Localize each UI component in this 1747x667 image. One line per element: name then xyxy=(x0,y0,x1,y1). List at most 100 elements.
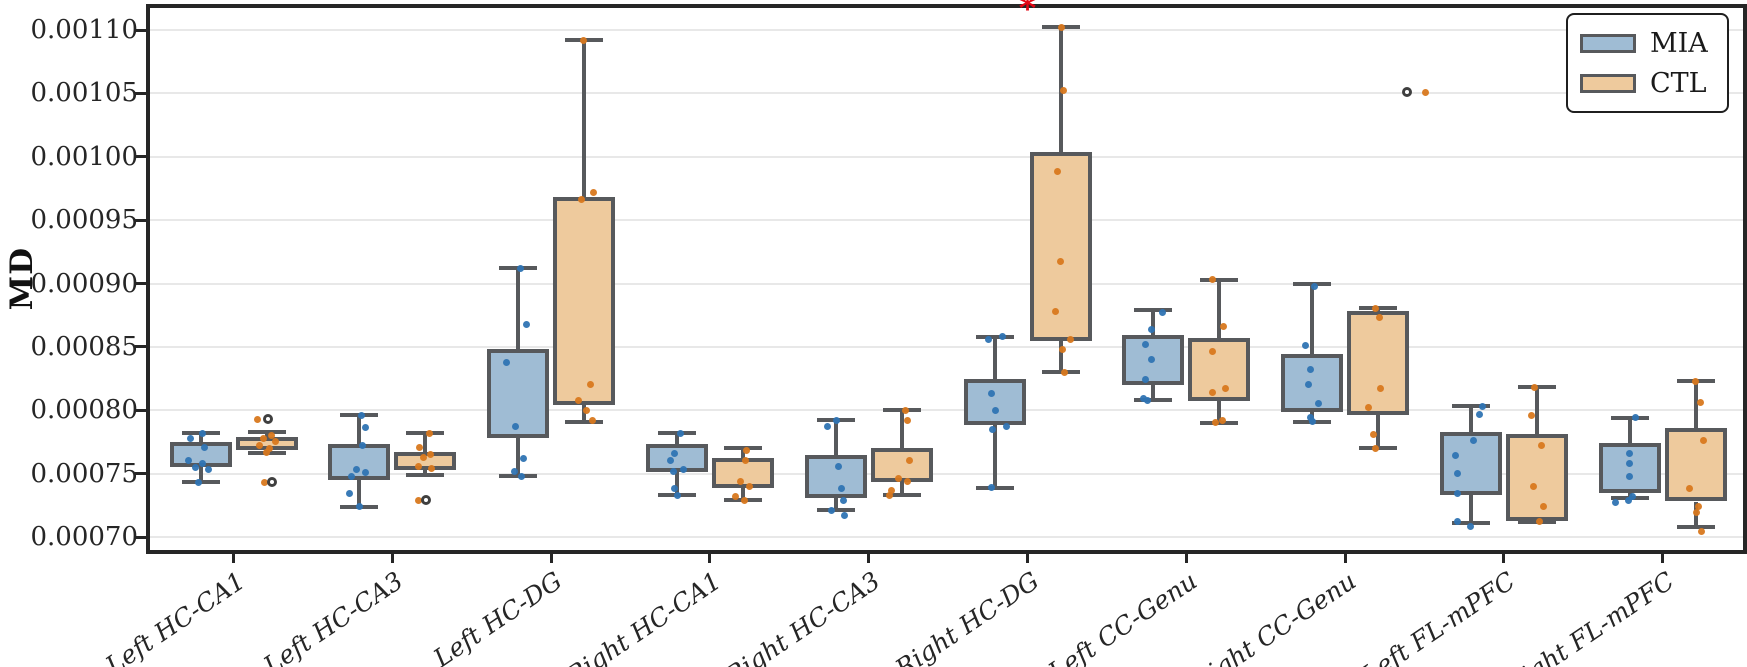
strip-point-mia-Left-HC-CA1 xyxy=(201,443,208,451)
y-tick-label: 0.00100 xyxy=(30,141,138,172)
strip-point-mia-Right-HC-DG xyxy=(988,390,995,398)
x-tick-mark xyxy=(867,554,871,563)
gridline xyxy=(150,345,1743,348)
strip-point-mia-Right-FL-mPFC xyxy=(1629,492,1637,500)
strip-point-ctl-Left-HC-CA3 xyxy=(415,443,423,451)
box-ctl-Right-CC-Genu xyxy=(1347,311,1410,416)
whisker-cap-ctl-Left-HC-CA3 xyxy=(406,472,445,477)
strip-point-ctl-Right-CC-Genu xyxy=(1421,88,1429,96)
whisker-cap-ctl-Right-HC-DG xyxy=(1041,370,1080,375)
strip-point-ctl-Left-CC-Genu xyxy=(1218,416,1226,424)
strip-point-mia-Right-FL-mPFC xyxy=(1625,496,1633,504)
strip-point-mia-Left-CC-Genu xyxy=(1147,325,1155,333)
strip-point-ctl-Left-HC-DG xyxy=(589,188,597,196)
box-ctl-Right-HC-DG xyxy=(1029,151,1092,341)
box-ctl-Left-HC-DG xyxy=(553,197,616,406)
strip-point-ctl-Right-HC-CA3 xyxy=(886,491,894,499)
strip-point-ctl-Right-HC-DG xyxy=(1060,87,1067,95)
y-tick-mark xyxy=(135,345,146,349)
strip-point-ctl-Right-HC-CA1 xyxy=(742,457,750,465)
strip-point-mia-Right-CC-Genu xyxy=(1310,282,1318,290)
strip-point-ctl-Left-HC-CA3 xyxy=(426,451,434,459)
strip-point-mia-Right-HC-CA3 xyxy=(838,485,846,493)
strip-point-ctl-Left-HC-CA3 xyxy=(419,453,427,461)
strip-point-mia-Right-HC-CA3 xyxy=(841,511,849,519)
strip-point-mia-Right-HC-DG xyxy=(989,425,996,433)
whisker-mia-Right-FL-mPFC xyxy=(1627,417,1632,444)
strip-point-ctl-Right-HC-CA3 xyxy=(906,457,914,465)
strip-point-ctl-Right-HC-DG xyxy=(1061,368,1068,376)
strip-point-mia-Right-HC-CA3 xyxy=(824,423,832,431)
strip-point-mia-Left-HC-CA3 xyxy=(358,442,366,450)
strip-point-ctl-Right-HC-CA3 xyxy=(895,475,903,483)
strip-point-mia-Left-HC-CA3 xyxy=(355,503,363,511)
strip-point-ctl-Right-HC-DG xyxy=(1058,23,1065,31)
strip-point-ctl-Right-HC-DG xyxy=(1054,168,1061,176)
strip-point-mia-Left-HC-DG xyxy=(517,472,525,480)
strip-point-mia-Left-HC-DG xyxy=(522,320,530,328)
x-tick-mark xyxy=(549,554,553,563)
y-tick-mark xyxy=(135,91,146,95)
strip-point-ctl-Right-FL-mPFC xyxy=(1695,503,1703,511)
outlier-marker-ctl-Right-CC-Genu xyxy=(1402,87,1413,98)
strip-point-mia-Left-CC-Genu xyxy=(1139,395,1147,403)
strip-point-mia-Left-HC-CA3 xyxy=(345,490,353,498)
whisker-mia-Right-HC-CA1 xyxy=(674,433,679,445)
whisker-mia-Left-HC-CA1 xyxy=(198,433,203,442)
box-mia-Left-CC-Genu xyxy=(1122,335,1185,385)
whisker-ctl-Right-HC-DG xyxy=(1058,340,1063,373)
strip-point-mia-Right-HC-DG xyxy=(1003,423,1010,431)
strip-point-mia-Left-HC-CA1 xyxy=(205,466,212,474)
y-tick-label: 0.00075 xyxy=(30,458,138,489)
gridline xyxy=(150,155,1743,158)
strip-point-mia-Left-FL-mPFC xyxy=(1476,410,1484,418)
gridline xyxy=(150,219,1743,222)
whisker-cap-ctl-Left-CC-Genu xyxy=(1200,277,1239,282)
box-ctl-Left-FL-mPFC xyxy=(1505,434,1568,521)
strip-point-ctl-Right-FL-mPFC xyxy=(1693,509,1701,517)
strip-point-mia-Left-HC-CA1 xyxy=(192,463,199,471)
strip-point-ctl-Right-HC-CA1 xyxy=(746,482,754,490)
strip-point-ctl-Right-HC-DG xyxy=(1067,335,1074,343)
strip-point-mia-Right-HC-CA1 xyxy=(671,449,679,457)
whisker-cap-ctl-Right-FL-mPFC xyxy=(1676,524,1715,529)
legend-label-ctl: CTL xyxy=(1650,67,1707,99)
y-tick-label: 0.00095 xyxy=(30,205,138,236)
strip-point-mia-Left-FL-mPFC xyxy=(1454,490,1462,498)
strip-point-ctl-Right-HC-CA3 xyxy=(902,406,910,414)
whisker-cap-mia-Left-FL-mPFC xyxy=(1451,521,1490,526)
y-tick-mark xyxy=(135,218,146,222)
whisker-ctl-Right-FL-mPFC xyxy=(1693,381,1698,428)
x-tick-mark xyxy=(1502,554,1506,563)
y-tick-mark xyxy=(135,472,146,476)
strip-point-mia-Left-FL-mPFC xyxy=(1454,518,1462,526)
strip-point-mia-Right-CC-Genu xyxy=(1308,418,1316,426)
strip-point-mia-Left-HC-DG xyxy=(502,358,510,366)
y-tick-mark xyxy=(135,28,146,32)
y-tick-label: 0.00070 xyxy=(30,522,138,552)
legend-item-ctl: CTL xyxy=(1580,63,1715,103)
gridline xyxy=(150,409,1743,412)
legend-label-mia: MIA xyxy=(1650,27,1708,59)
strip-point-mia-Left-CC-Genu xyxy=(1141,340,1149,348)
whisker-ctl-Right-HC-CA3 xyxy=(899,410,904,449)
strip-point-mia-Right-HC-CA1 xyxy=(674,491,682,499)
whisker-ctl-Left-CC-Genu xyxy=(1217,279,1222,338)
x-tick-mark xyxy=(390,554,394,563)
strip-point-mia-Left-CC-Genu xyxy=(1158,309,1166,317)
strip-point-mia-Right-HC-DG xyxy=(985,335,992,343)
strip-point-mia-Right-HC-CA1 xyxy=(670,467,678,475)
strip-point-ctl-Left-HC-CA3 xyxy=(414,462,422,470)
strip-point-mia-Right-CC-Genu xyxy=(1306,414,1314,422)
strip-point-mia-Left-FL-mPFC xyxy=(1452,452,1460,460)
x-tick-mark xyxy=(1661,554,1665,563)
strip-point-ctl-Left-CC-Genu xyxy=(1221,385,1229,393)
strip-point-ctl-Right-FL-mPFC xyxy=(1697,399,1705,407)
y-tick-mark xyxy=(135,155,146,159)
legend-item-mia: MIA xyxy=(1580,23,1715,63)
whisker-mia-Left-CC-Genu xyxy=(1151,384,1156,401)
strip-point-ctl-Left-FL-mPFC xyxy=(1530,482,1538,490)
strip-point-mia-Right-HC-CA3 xyxy=(828,506,836,514)
whisker-ctl-Left-CC-Genu xyxy=(1217,401,1222,423)
strip-point-mia-Right-FL-mPFC xyxy=(1626,449,1634,457)
